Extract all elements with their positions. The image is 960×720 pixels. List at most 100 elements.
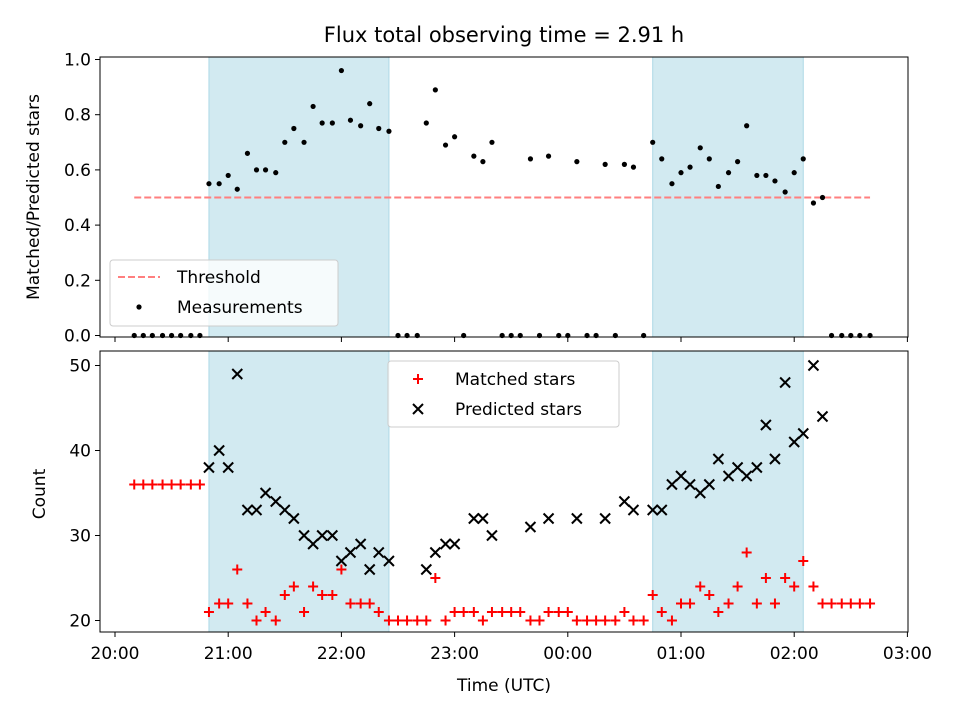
x-tick-label: 21:00 [204,644,253,664]
matched-star-point [638,615,649,626]
top-x-tick-marks [114,337,908,342]
predicted-star-point [486,529,498,542]
bottom-y-axis-label: Count [30,468,50,519]
measurement-point [367,101,373,107]
bottom-y-tick-label: 50 [69,357,91,377]
matched-star-point [723,598,734,609]
matched-star-point [808,581,819,592]
matched-star-point [279,590,290,600]
bottom-panel: 20 30 40 50 20:00 21:00 22:00 23:00 00:00 01:00 0… [69,350,932,664]
matched-star-point [836,598,847,609]
matched-star-point [845,598,856,609]
matched-star-point [477,615,488,626]
matched-star-point [138,479,149,490]
top-y-tick-label: 0.8 [64,106,91,126]
x-tick-label: 23:00 [430,644,479,664]
predicted-star-point [816,410,829,423]
predicted-star-point [420,563,433,576]
measurement-point [253,167,260,173]
top-plot-frame [99,56,909,338]
predicted-star-point [788,436,800,448]
predicted-star-point [448,538,461,550]
predicted-star-point [666,478,678,491]
predicted-star-point [354,538,367,550]
bottom-legend: Matched stars Predicted stars [387,360,620,428]
matched-star-point [270,615,281,626]
matched-star-point [534,615,545,626]
measurement-point [329,120,335,126]
matched-star-point [157,479,168,490]
matched-star-point [223,598,234,609]
matched-star-point [610,615,621,626]
predicted-star-point [231,368,243,380]
predicted-star-point [656,504,668,516]
matched-star-point [732,581,743,592]
matched-star-point [440,615,451,626]
x-tick-label: 01:00 [657,644,706,664]
predicted-star-point [675,470,687,482]
predicted-star-point [769,453,781,465]
matched-star-point [449,607,460,617]
matched-star-point [129,479,140,490]
top-y-tick-label: 1.0 [64,51,91,71]
matched-star-point [393,615,403,626]
measurement-point [471,153,477,159]
measurement-point [338,67,344,74]
matched-star-point [345,598,356,609]
predicted-star-point [250,504,263,516]
matched-star-point [695,581,706,592]
bottom-y-tick-label: 30 [69,527,91,547]
bottom-legend-box [387,360,620,428]
matched-star-point [185,479,196,490]
legend-matched-label: Matched stars [455,370,575,390]
predicted-star-point [259,487,272,499]
predicted-star-point [383,555,395,567]
measurement-point [621,161,628,167]
measurement-point [763,172,769,179]
matched-star-point [468,607,479,617]
top-y-ticks: 0.0 0.2 0.4 0.6 0.8 1.0 [64,51,100,347]
matched-star-point [251,615,262,626]
x-tick-label: 20:00 [91,644,140,664]
predicted-star-point [627,504,640,516]
measurement-point [725,170,732,176]
matched-star-point [486,607,497,617]
measurement-point [754,172,760,179]
matched-star-point [327,590,338,600]
measurement-point [319,120,325,126]
measurement-point [602,161,608,167]
measurement-point [480,159,486,165]
measurement-point [527,156,534,162]
matched-star-point [308,581,319,592]
matched-star-point [751,598,762,609]
matched-star-point [676,598,686,609]
predicted-star-point [468,512,480,525]
predicted-star-point [373,546,385,559]
matched-star-point [421,615,432,626]
top-y-tick-label: 0.0 [64,327,91,347]
predicted-star-point [807,359,820,372]
predicted-star-point [779,376,791,389]
matched-star-point [666,615,677,626]
predicted-star-point [203,461,215,474]
measurement-point [234,186,240,192]
matched-star-point [685,598,696,609]
matched-star-point [600,615,611,626]
matched-star-point [854,598,865,609]
matched-star-point [214,598,225,609]
matched-star-point [760,573,771,583]
matched-star-point [364,598,375,609]
top-panel: 0.0 0.2 0.4 0.6 0.8 1.0 Threshold Measurements [64,51,909,347]
matched-star-point [591,615,602,626]
matched-star-point [826,598,837,609]
matched-star-point [336,564,347,575]
measurement-point [659,156,665,162]
predicted-star-point [599,512,611,525]
predicted-star-point [524,521,537,533]
matched-star-point [543,607,554,617]
matched-star-point [299,607,310,617]
top-y-tick-label: 0.6 [64,161,91,181]
predicted-star-point [307,538,319,550]
measurement-point [630,164,637,170]
predicted-star-point [760,419,772,431]
